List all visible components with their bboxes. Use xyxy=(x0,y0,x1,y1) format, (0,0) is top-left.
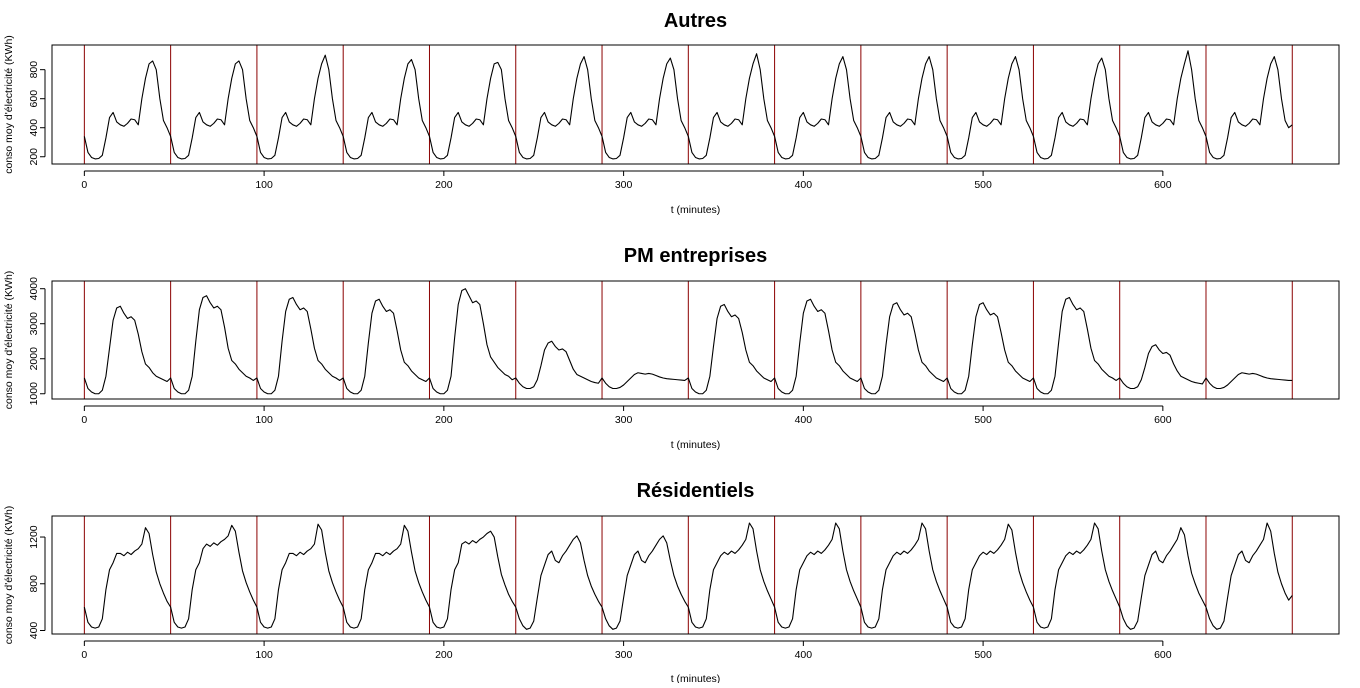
panel-2: PM entreprises 0 100 200 300 400 500 600 t (minu… xyxy=(3,245,1340,451)
x-tick-label: 100 xyxy=(255,414,273,426)
y-axis-label: conso moy d'électricité (KWh) xyxy=(3,506,15,645)
x-axis-label: t (minutes) xyxy=(671,673,721,683)
y-tick-label: 1000 xyxy=(28,382,40,406)
panel-title: PM entreprises xyxy=(624,245,767,267)
x-tick-label: 500 xyxy=(974,179,992,191)
plot-frame xyxy=(51,44,1340,165)
x-tick-label: 300 xyxy=(615,414,633,426)
x-tick-label: 0 xyxy=(81,649,87,661)
y-tick-label: 400 xyxy=(28,119,40,137)
y-tick-label: 400 xyxy=(28,622,40,640)
x-tick-label: 500 xyxy=(974,414,992,426)
x-tick-label: 400 xyxy=(795,414,813,426)
plot-frame xyxy=(51,280,1340,400)
x-tick-label: 200 xyxy=(435,649,453,661)
series-line xyxy=(83,50,1293,160)
y-tick-label: 3000 xyxy=(28,312,40,336)
y-tick-label: 600 xyxy=(28,90,40,108)
y-tick-label: 2000 xyxy=(28,347,40,371)
x-tick-label: 300 xyxy=(615,179,633,191)
panel-title: Résidentiels xyxy=(637,480,755,502)
y-tick-label: 4000 xyxy=(28,277,40,301)
series-line xyxy=(83,522,1293,630)
x-axis-label: t (minutes) xyxy=(671,439,721,451)
x-tick-label: 100 xyxy=(255,649,273,661)
x-tick-label: 100 xyxy=(255,179,273,191)
y-axis-label: conso moy d'électricité (KWh) xyxy=(3,35,15,174)
x-tick-label: 400 xyxy=(795,179,813,191)
y-tick-label: 1200 xyxy=(28,525,40,549)
x-tick-label: 300 xyxy=(615,649,633,661)
x-tick-label: 600 xyxy=(1154,179,1172,191)
y-tick-label: 800 xyxy=(28,575,40,593)
x-axis-label: t (minutes) xyxy=(671,204,721,216)
panel-1: Autres 0 100 200 300 400 500 600 t (minutes) 200 4… xyxy=(3,10,1340,216)
plot-frame xyxy=(51,515,1340,635)
x-tick-label: 400 xyxy=(795,649,813,661)
series-line xyxy=(83,288,1293,395)
x-tick-label: 0 xyxy=(81,414,87,426)
x-tick-label: 0 xyxy=(81,179,87,191)
panel-3: Résidentiels 0 100 200 300 400 500 600 t (minute… xyxy=(3,480,1340,685)
x-tick-label: 500 xyxy=(974,649,992,661)
y-tick-label: 200 xyxy=(28,148,40,166)
x-tick-label: 600 xyxy=(1154,649,1172,661)
x-tick-label: 600 xyxy=(1154,414,1172,426)
panel-title: Autres xyxy=(664,10,727,32)
x-tick-label: 200 xyxy=(435,414,453,426)
x-tick-label: 200 xyxy=(435,179,453,191)
y-axis-label: conso moy d'électricité (KWh) xyxy=(3,271,15,410)
y-tick-label: 800 xyxy=(28,61,40,79)
